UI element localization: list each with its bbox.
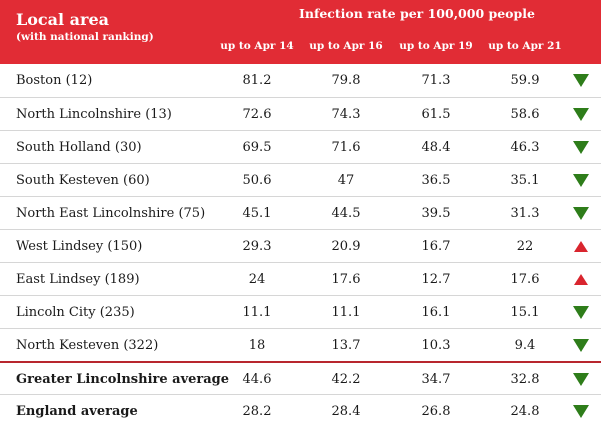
rate-cell: 26.8: [421, 404, 451, 419]
green-triangle-down-icon: [573, 74, 589, 87]
area-name: South Holland (30): [16, 140, 142, 155]
rate-cell: 81.2: [242, 73, 272, 88]
area-name: South Kesteven (60): [16, 173, 150, 188]
column-header-apr16: up to Apr 16: [309, 40, 383, 52]
rate-cell: 17.6: [510, 272, 540, 287]
trend-down-icon: [572, 164, 590, 197]
rate-cell: 15.1: [510, 305, 540, 320]
area-name: North Kesteven (322): [16, 338, 159, 353]
table-row: South Holland (30) 69.5 71.6 48.4 46.3: [0, 130, 601, 164]
rate-cell: 71.3: [421, 73, 451, 88]
rate-cell: 46.3: [510, 140, 540, 155]
ranking-note: (with national ranking): [16, 31, 154, 43]
rate-cell: 29.3: [242, 239, 272, 254]
average-row: England average 28.2 28.4 26.8 24.8: [0, 394, 601, 428]
rate-cell: 24.8: [510, 404, 540, 419]
green-triangle-down-icon: [573, 108, 589, 121]
rate-cell: 48.4: [421, 140, 451, 155]
rate-cell: 39.5: [421, 206, 451, 221]
rate-cell: 22: [516, 239, 534, 254]
trend-down-icon: [572, 395, 590, 428]
rate-cell: 50.6: [242, 173, 272, 188]
trend-down-icon: [572, 363, 590, 396]
green-triangle-down-icon: [573, 141, 589, 154]
green-triangle-down-icon: [573, 339, 589, 352]
rate-cell: 11.1: [242, 305, 272, 320]
rate-cell: 18: [248, 338, 266, 353]
table-row: North East Lincolnshire (75) 45.1 44.5 39.5…: [0, 196, 601, 230]
rate-cell: 58.6: [510, 107, 540, 122]
rate-cell: 47: [337, 173, 355, 188]
trend-down-icon: [572, 329, 590, 362]
green-triangle-down-icon: [573, 174, 589, 187]
rate-cell: 10.3: [421, 338, 451, 353]
trend-up-icon: [572, 263, 590, 296]
table-row: North Lincolnshire (13) 72.6 74.3 61.5 58.6: [0, 97, 601, 131]
table-row: North Kesteven (322) 18 13.7 10.3 9.4: [0, 328, 601, 362]
green-triangle-down-icon: [573, 207, 589, 220]
green-triangle-down-icon: [573, 373, 589, 386]
area-name: Boston (12): [16, 73, 93, 88]
rate-cell: 69.5: [242, 140, 272, 155]
trend-down-icon: [572, 98, 590, 131]
infection-rate-heading: Infection rate per 100,000 people: [299, 6, 535, 21]
rate-cell: 35.1: [510, 173, 540, 188]
table-row: West Lindsey (150) 29.3 20.9 16.7 22: [0, 229, 601, 263]
column-header-apr19: up to Apr 19: [399, 40, 473, 52]
table-row: East Lindsey (189) 24 17.6 12.7 17.6: [0, 262, 601, 296]
rate-cell: 16.7: [421, 239, 451, 254]
column-header-apr21: up to Apr 21: [488, 40, 562, 52]
rate-cell: 74.3: [331, 107, 361, 122]
table-row: Boston (12) 81.2 79.8 71.3 59.9: [0, 64, 601, 97]
table-header: Local area (with national ranking) Infec…: [0, 0, 601, 64]
trend-up-icon: [572, 230, 590, 263]
rate-cell: 59.9: [510, 73, 540, 88]
green-triangle-down-icon: [573, 405, 589, 418]
local-area-heading: Local area: [16, 10, 110, 29]
rate-cell: 61.5: [421, 107, 451, 122]
rate-cell: 28.2: [242, 404, 272, 419]
rate-cell: 24: [248, 272, 266, 287]
rate-cell: 12.7: [421, 272, 451, 287]
rate-cell: 71.6: [331, 140, 361, 155]
trend-down-icon: [572, 197, 590, 230]
rate-cell: 32.8: [510, 372, 540, 387]
area-name: North Lincolnshire (13): [16, 107, 172, 122]
red-triangle-up-icon: [574, 241, 588, 252]
rate-cell: 16.1: [421, 305, 451, 320]
area-name: North East Lincolnshire (75): [16, 206, 206, 221]
rate-cell: 11.1: [331, 305, 361, 320]
area-name: Greater Lincolnshire average: [16, 372, 230, 387]
rate-cell: 72.6: [242, 107, 272, 122]
rate-cell: 28.4: [331, 404, 361, 419]
table-row: Lincoln City (235) 11.1 11.1 16.1 15.1: [0, 295, 601, 329]
area-name: West Lindsey (150): [16, 239, 143, 254]
trend-down-icon: [572, 296, 590, 329]
rate-cell: 45.1: [242, 206, 272, 221]
rate-cell: 20.9: [331, 239, 361, 254]
area-name: Lincoln City (235): [16, 305, 135, 320]
green-triangle-down-icon: [573, 306, 589, 319]
rate-cell: 31.3: [510, 206, 540, 221]
area-name: England average: [16, 404, 138, 419]
trend-down-icon: [572, 64, 590, 97]
area-name: East Lindsey (189): [16, 272, 140, 287]
column-header-apr14: up to Apr 14: [220, 40, 294, 52]
rate-cell: 36.5: [421, 173, 451, 188]
trend-down-icon: [572, 131, 590, 164]
average-row: Greater Lincolnshire average 44.6 42.2 34.7…: [0, 361, 601, 396]
rate-cell: 13.7: [331, 338, 361, 353]
rate-cell: 44.5: [331, 206, 361, 221]
rate-cell: 44.6: [242, 372, 272, 387]
table-row: South Kesteven (60) 50.6 47 36.5 35.1: [0, 163, 601, 197]
rate-cell: 42.2: [331, 372, 361, 387]
rate-cell: 79.8: [331, 73, 361, 88]
red-triangle-up-icon: [574, 274, 588, 285]
rate-cell: 34.7: [421, 372, 451, 387]
rate-cell: 9.4: [514, 338, 536, 353]
rate-cell: 17.6: [331, 272, 361, 287]
